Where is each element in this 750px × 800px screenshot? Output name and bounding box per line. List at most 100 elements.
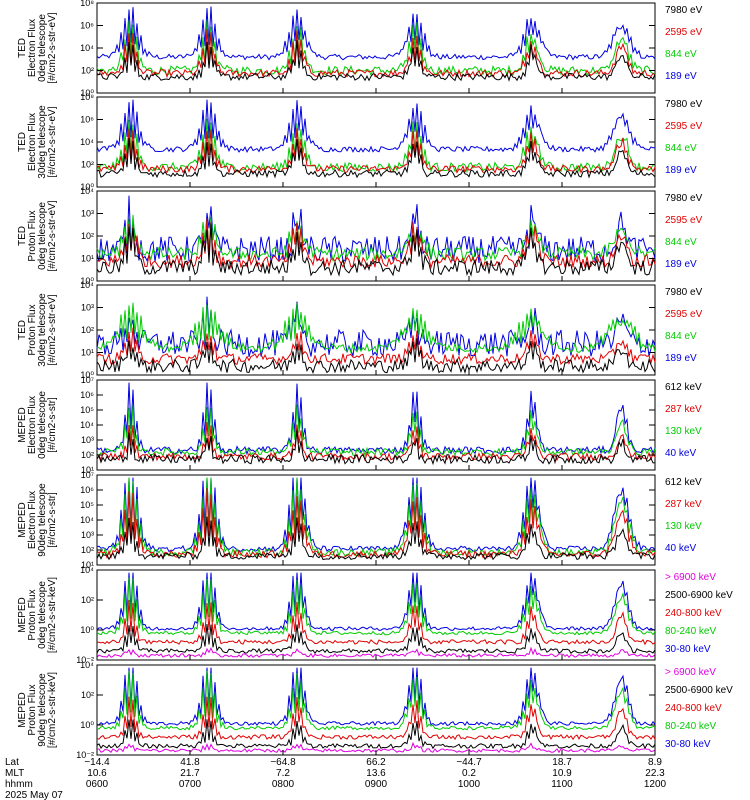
series-trace xyxy=(96,128,656,174)
legend-entry: 612 keV xyxy=(665,477,702,488)
series-trace xyxy=(96,572,656,632)
date-label: 2025 May 07 xyxy=(5,790,63,800)
y-tick-label: 10⁴ xyxy=(80,565,94,575)
x-tick-label-hhmm: 0800 xyxy=(272,779,295,790)
y-tick-label: 10³ xyxy=(81,435,94,445)
y-axis-label-line: MEPED xyxy=(17,597,28,633)
series-trace xyxy=(96,599,656,646)
y-tick-label: 10¹ xyxy=(81,348,94,358)
panel-4: 10⁴ 10³ 10² 10¹ 10⁰ TEDProton Flux30deg teles… xyxy=(17,280,703,380)
y-axis-label: MEPEDElectron Flux0deg telescope[#/cm2-s… xyxy=(17,391,58,459)
y-tick-label: 10² xyxy=(81,231,94,241)
lat-row-label: Lat xyxy=(5,757,19,768)
y-tick-label: 10⁰ xyxy=(80,88,94,98)
x-tick-label-mlt: 0.2 xyxy=(462,768,476,779)
mlt-row-label: MLT xyxy=(5,768,24,779)
y-axis-label: TEDElectron Flux30deg telescope[#/cm2-s-… xyxy=(17,105,58,179)
y-tick-label: 10³ xyxy=(81,530,94,540)
y-axis-label: TEDElectron Flux0deg telescope[#/cm2-s-s… xyxy=(17,12,58,83)
legend-entry: 844 eV xyxy=(665,237,697,248)
x-tick-label-lat: −64.8 xyxy=(270,757,296,768)
y-axis-label: MEPEDElectron Flux90deg telescope[#/cm2-… xyxy=(17,483,58,557)
series-trace xyxy=(96,6,656,61)
y-axis-label-line: Proton Flux xyxy=(27,210,38,261)
y-axis-label-line: [#/cm2-s-str-keV] xyxy=(47,577,58,653)
y-tick-label: 10⁸ xyxy=(80,92,94,102)
legend-entry: 189 eV xyxy=(665,165,697,176)
panel-7: 10⁴ 10² 10⁰ 10⁻² MEPEDProton Flux0deg telesc… xyxy=(17,565,733,665)
series-trace xyxy=(96,719,656,750)
y-tick-label: 10⁴ xyxy=(80,515,94,525)
y-axis-label: MEPEDProton Flux90deg telescope[#/cm2-s-… xyxy=(17,672,58,748)
y-axis-label-line: 30deg telescope xyxy=(37,105,48,179)
legend-entry: 30-80 keV xyxy=(665,739,711,750)
y-tick-label: 10¹ xyxy=(81,465,94,475)
legend-entry: 189 eV xyxy=(665,259,697,270)
y-axis-label-line: [#/cm2-s-str-keV] xyxy=(47,672,58,748)
y-axis-label-line: [#/cm2-s-str-eV] xyxy=(47,200,58,271)
y-axis-label-line: 30deg telescope xyxy=(37,293,48,367)
series-trace xyxy=(96,214,656,263)
y-tick-label: 10⁰ xyxy=(80,720,94,730)
y-tick-label: 10³ xyxy=(81,209,94,219)
y-tick-label: 10⁷ xyxy=(81,375,94,385)
y-tick-label: 10¹ xyxy=(81,560,94,570)
series-trace xyxy=(96,477,656,553)
legend-entry: > 6900 keV xyxy=(665,667,716,678)
y-tick-label: 10⁸ xyxy=(80,0,94,8)
y-axis-label-line: TED xyxy=(17,132,28,152)
x-tick-label-mlt: 13.6 xyxy=(366,768,386,779)
panel-5: 10⁷ 10⁶ 10⁵ 10⁴ 10³ 10² 10¹ MEPEDElectron Flux0… xyxy=(17,375,702,475)
y-tick-label: 10⁴ xyxy=(80,43,94,53)
y-axis-label-line: [#/cm2-s-str] xyxy=(47,397,58,453)
panel-3: 10⁴ 10³ 10² 10¹ 10⁰ TEDProton Flux0deg telesc… xyxy=(17,186,703,286)
x-tick-label-lat: −14.4 xyxy=(84,757,110,768)
x-tick-label-hhmm: 1200 xyxy=(644,779,667,790)
y-axis-label-line: TED xyxy=(17,320,28,340)
y-tick-label: 10² xyxy=(81,690,94,700)
legend-entry: 189 eV xyxy=(665,353,697,364)
plot-frame xyxy=(96,2,656,94)
legend-entry: 7980 eV xyxy=(665,99,703,110)
legend-entry: 7980 eV xyxy=(665,193,703,204)
legend-entry: 287 keV xyxy=(665,499,702,510)
series-trace xyxy=(96,623,656,654)
series-trace xyxy=(96,20,656,77)
series-trace xyxy=(96,516,656,561)
legend-entry: 2595 eV xyxy=(665,121,703,132)
y-axis-label-line: 90deg telescope xyxy=(37,483,48,557)
x-tick-label-lat: −44.7 xyxy=(456,757,482,768)
legend-entry: 7980 eV xyxy=(665,5,703,16)
y-axis-label: MEPEDProton Flux0deg telescope[#/cm2-s-s… xyxy=(17,577,58,653)
y-axis-label-line: Electron Flux xyxy=(27,396,38,454)
legend-entry: 240-800 keV xyxy=(665,608,722,619)
y-axis-label-line: Electron Flux xyxy=(27,19,38,77)
plot-frame xyxy=(96,664,656,756)
plot-frame xyxy=(96,379,656,471)
series-trace xyxy=(96,296,656,358)
y-tick-label: 10¹ xyxy=(81,254,94,264)
y-tick-label: 10⁰ xyxy=(80,370,94,380)
legend-entry: 130 keV xyxy=(665,426,702,437)
legend-entry: > 6900 keV xyxy=(665,572,716,583)
x-tick-label-lat: 8.9 xyxy=(648,757,662,768)
y-axis-label-line: MEPED xyxy=(17,407,28,443)
x-tick-label-mlt: 10.6 xyxy=(87,768,107,779)
series-trace xyxy=(96,646,656,659)
legend-entry: 130 keV xyxy=(665,521,702,532)
y-tick-label: 10⁴ xyxy=(80,280,94,290)
x-tick-label-hhmm: 1100 xyxy=(551,779,573,790)
series-trace xyxy=(96,218,656,270)
series-trace xyxy=(96,99,655,154)
panel-8: 10⁴ 10² 10⁰ 10⁻² MEPEDProton Flux90deg teles… xyxy=(17,660,733,760)
y-tick-label: 10⁶ xyxy=(80,390,94,400)
legend-entry: 287 keV xyxy=(665,404,702,415)
legend-entry: 80-240 keV xyxy=(665,721,716,732)
y-axis-label-line: 0deg telescope xyxy=(37,202,48,270)
plot-frame xyxy=(96,474,656,566)
panel-6: 10⁷ 10⁶ 10⁵ 10⁴ 10³ 10² 10¹ MEPEDElectron Flux9… xyxy=(17,470,702,570)
y-axis-label-line: [#/cm2-s-str-eV] xyxy=(47,294,58,365)
y-axis-label-line: 0deg telescope xyxy=(37,391,48,459)
y-tick-label: 10⁷ xyxy=(81,470,94,480)
series-trace xyxy=(97,667,656,727)
